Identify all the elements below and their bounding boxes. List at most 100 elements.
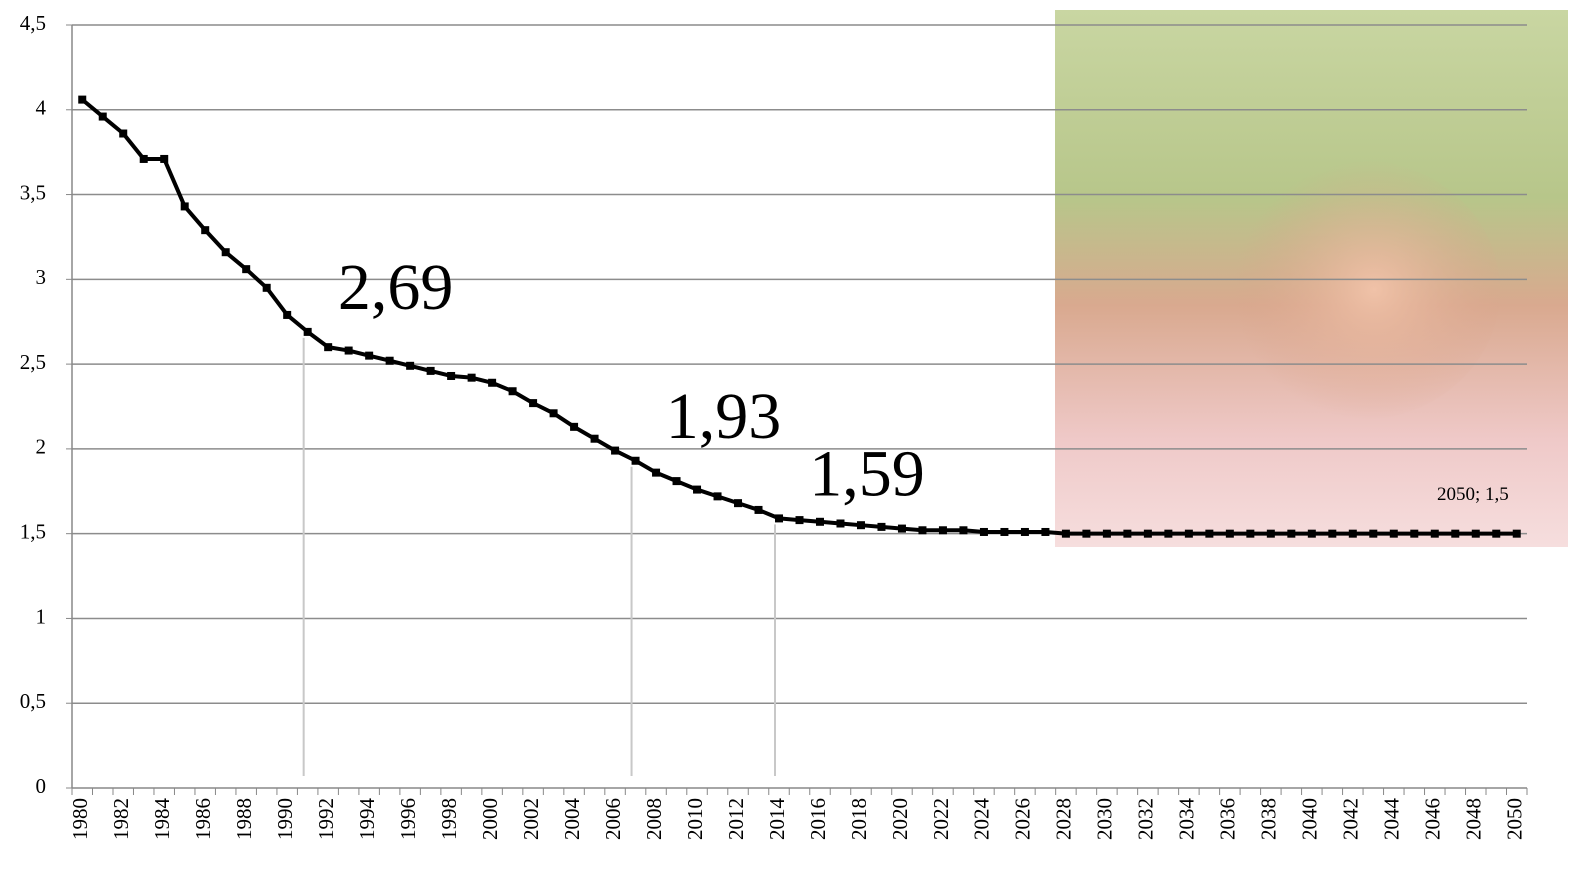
x-tick-label: 2006	[601, 798, 625, 840]
point-marker	[242, 265, 251, 274]
point-marker	[365, 351, 374, 360]
x-tick-label: 2020	[888, 798, 912, 840]
y-tick-label: 3	[36, 265, 47, 289]
x-tick-label: 2018	[847, 798, 871, 840]
point-marker	[795, 516, 804, 525]
point-marker	[1369, 529, 1378, 538]
point-marker	[488, 378, 497, 387]
x-tick-label: 1988	[232, 798, 256, 840]
x-tick-label: 1986	[191, 798, 215, 840]
point-marker	[1102, 529, 1111, 538]
point-marker	[1143, 529, 1152, 538]
axes: 0 0,5 1 1,5 2 2,5 3 3,5 4 4,5 1980 1982 1984 1986 1988…	[20, 11, 1528, 841]
photo-face	[1220, 160, 1500, 420]
point-marker	[713, 492, 722, 501]
point-marker	[467, 373, 476, 382]
point-marker	[406, 361, 415, 370]
point-marker	[160, 154, 169, 163]
x-tick-label: 2014	[765, 798, 789, 841]
point-marker	[672, 477, 681, 486]
point-marker	[385, 356, 394, 365]
y-tick-label: 4	[36, 96, 47, 120]
point-marker	[754, 505, 763, 514]
x-tick-label: 1992	[314, 798, 338, 840]
y-tick-label: 2	[36, 435, 47, 459]
point-marker	[283, 310, 292, 319]
point-marker	[1492, 529, 1501, 538]
y-tick-label: 1,5	[20, 519, 46, 543]
point-marker	[262, 283, 271, 292]
y-tick-label: 0	[36, 774, 47, 798]
point-marker	[1164, 529, 1173, 538]
point-marker	[426, 366, 435, 375]
y-tick-label: 3,5	[20, 180, 46, 204]
point-marker	[897, 524, 906, 533]
point-marker	[549, 409, 558, 418]
x-tick-label: 1980	[68, 798, 92, 840]
x-tick-label: 2010	[683, 798, 707, 840]
point-marker	[611, 446, 620, 455]
point-marker	[1451, 529, 1460, 538]
x-tick-label: 2036	[1216, 798, 1240, 840]
point-marker	[1512, 529, 1521, 538]
point-marker	[447, 371, 456, 380]
point-marker	[98, 112, 107, 121]
point-marker	[1389, 529, 1398, 538]
point-marker	[78, 95, 87, 104]
x-tick-label: 2000	[478, 798, 502, 840]
point-marker	[529, 399, 538, 408]
x-tick-label: 2016	[806, 798, 830, 840]
x-tick-label: 1984	[150, 798, 174, 841]
point-marker	[201, 226, 210, 235]
point-marker	[652, 468, 661, 477]
point-marker	[1082, 529, 1091, 538]
x-tick-label: 2040	[1298, 798, 1322, 840]
point-marker	[815, 517, 824, 526]
data-label: 1,93	[666, 380, 782, 453]
point-marker	[734, 499, 743, 508]
x-tick-label: 2028	[1052, 798, 1076, 840]
point-marker	[1123, 529, 1132, 538]
point-marker	[631, 456, 640, 465]
x-tick-label: 1982	[109, 798, 133, 840]
point-marker	[221, 248, 230, 257]
point-marker	[959, 526, 968, 535]
point-marker	[1471, 529, 1480, 538]
x-tick-label: 2046	[1421, 798, 1445, 840]
point-marker	[1307, 529, 1316, 538]
point-marker	[303, 327, 312, 336]
point-marker	[1225, 529, 1234, 538]
point-marker	[180, 202, 189, 211]
x-tick-label: 2048	[1462, 798, 1486, 840]
data-label: 2050; 1,5	[1437, 484, 1509, 505]
x-tick-label: 2022	[929, 798, 953, 840]
point-marker	[1020, 527, 1029, 536]
point-marker	[693, 485, 702, 494]
point-marker	[508, 387, 517, 396]
point-marker	[836, 519, 845, 528]
point-marker	[979, 527, 988, 536]
point-marker	[775, 514, 784, 523]
point-marker	[1287, 529, 1296, 538]
x-tick-label: 2034	[1175, 798, 1199, 841]
x-tick-label: 2002	[519, 798, 543, 840]
point-marker	[856, 521, 865, 530]
y-tick-label: 1	[36, 604, 47, 628]
point-marker	[1328, 529, 1337, 538]
point-marker	[1266, 529, 1275, 538]
point-marker	[344, 346, 353, 355]
point-marker	[139, 154, 148, 163]
y-tick-label: 2,5	[20, 350, 46, 374]
point-marker	[1246, 529, 1255, 538]
x-tick-label: 2038	[1257, 798, 1281, 840]
point-marker	[938, 526, 947, 535]
x-tick-label: 2044	[1380, 798, 1404, 841]
data-label: 1,59	[809, 438, 925, 511]
photo	[1055, 10, 1568, 547]
point-marker	[1000, 527, 1009, 536]
marks: 2,69 1,93 1,59 2050; 1,5	[78, 95, 1521, 776]
x-tick-label: 1990	[273, 798, 297, 840]
point-marker	[590, 434, 599, 443]
point-marker	[918, 526, 927, 535]
x-tick-label: 1996	[396, 798, 420, 840]
